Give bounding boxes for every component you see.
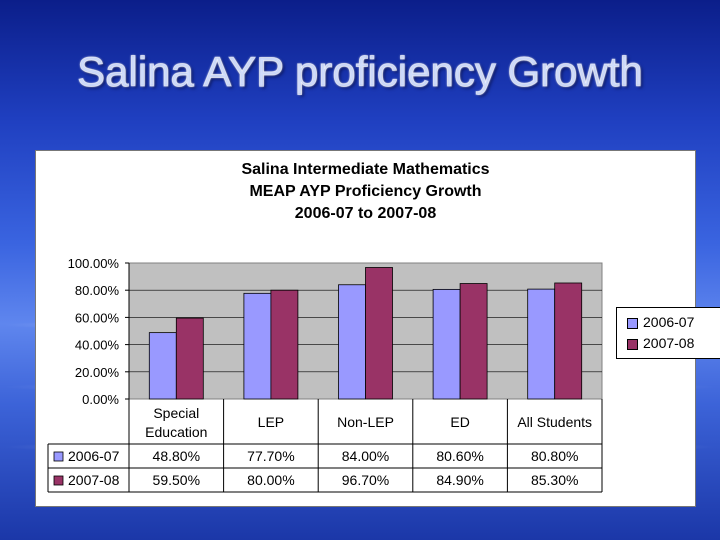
- table-value: 59.50%: [153, 472, 200, 488]
- legend-item-2006-07: 2006-07: [627, 314, 694, 330]
- chart-title-line-2: MEAP AYP Proficiency Growth: [249, 183, 482, 200]
- y-tick-label: 100.00%: [68, 256, 120, 271]
- bar: [554, 282, 583, 400]
- table-value: 80.80%: [531, 448, 578, 464]
- x-category-label: Non-LEP: [337, 414, 394, 430]
- bar: [338, 284, 366, 400]
- x-category-label: ED: [450, 414, 469, 430]
- x-category-label: Education: [145, 424, 207, 440]
- table-value: 77.70%: [247, 448, 294, 464]
- bar: [243, 292, 272, 400]
- bar: [459, 283, 488, 400]
- chart-title-line-3: 2006-07 to 2007-08: [294, 205, 437, 222]
- legend-item-2007-08: 2007-08: [627, 335, 694, 351]
- table-value: 85.30%: [531, 472, 578, 488]
- y-tick-label: 60.00%: [75, 310, 120, 325]
- table-value: 48.80%: [153, 448, 200, 464]
- bar: [432, 288, 461, 400]
- table-row-label: 2006-07: [68, 448, 120, 464]
- table-value: 80.00%: [247, 472, 294, 488]
- legend-swatch-2006-07: [627, 317, 638, 329]
- legend-label-2007-08: 2007-08: [643, 335, 695, 351]
- legend-label-2006-07: 2006-07: [643, 314, 695, 330]
- bar: [270, 289, 299, 400]
- x-category-label: All Students: [517, 414, 592, 430]
- table-value: 84.90%: [436, 472, 483, 488]
- bar: [365, 267, 393, 400]
- table-value: 96.70%: [342, 472, 389, 488]
- legend-swatch-2007-08: [627, 338, 638, 350]
- bar: [148, 332, 177, 400]
- y-tick-label: 0.00%: [82, 392, 119, 407]
- table-row-label: 2007-08: [68, 472, 120, 488]
- table-value: 84.00%: [342, 448, 389, 464]
- chart-panel: Salina Intermediate Mathematics MEAP AYP…: [35, 150, 720, 507]
- table-row-swatch: [53, 451, 64, 462]
- x-category-label: LEP: [258, 414, 284, 430]
- x-category-label: Special: [153, 405, 199, 421]
- chart-title-line-1: Salina Intermediate Mathematics: [241, 161, 490, 178]
- bar-chart: 100.00% 80.00% 60.00% 40.00% 20.00% 0.00% Spec…: [47, 256, 603, 493]
- bar: [175, 317, 204, 400]
- y-tick-label: 40.00%: [75, 338, 120, 353]
- y-tick-label: 20.00%: [75, 365, 120, 380]
- table-value: 80.60%: [436, 448, 483, 464]
- table-row-swatch: [53, 475, 64, 486]
- slide-title: Salina AYP proficiency Growth: [77, 48, 644, 96]
- chart-legend: 2006-07 2007-08: [616, 307, 720, 359]
- y-tick-label: 80.00%: [75, 283, 120, 298]
- bar: [527, 288, 556, 400]
